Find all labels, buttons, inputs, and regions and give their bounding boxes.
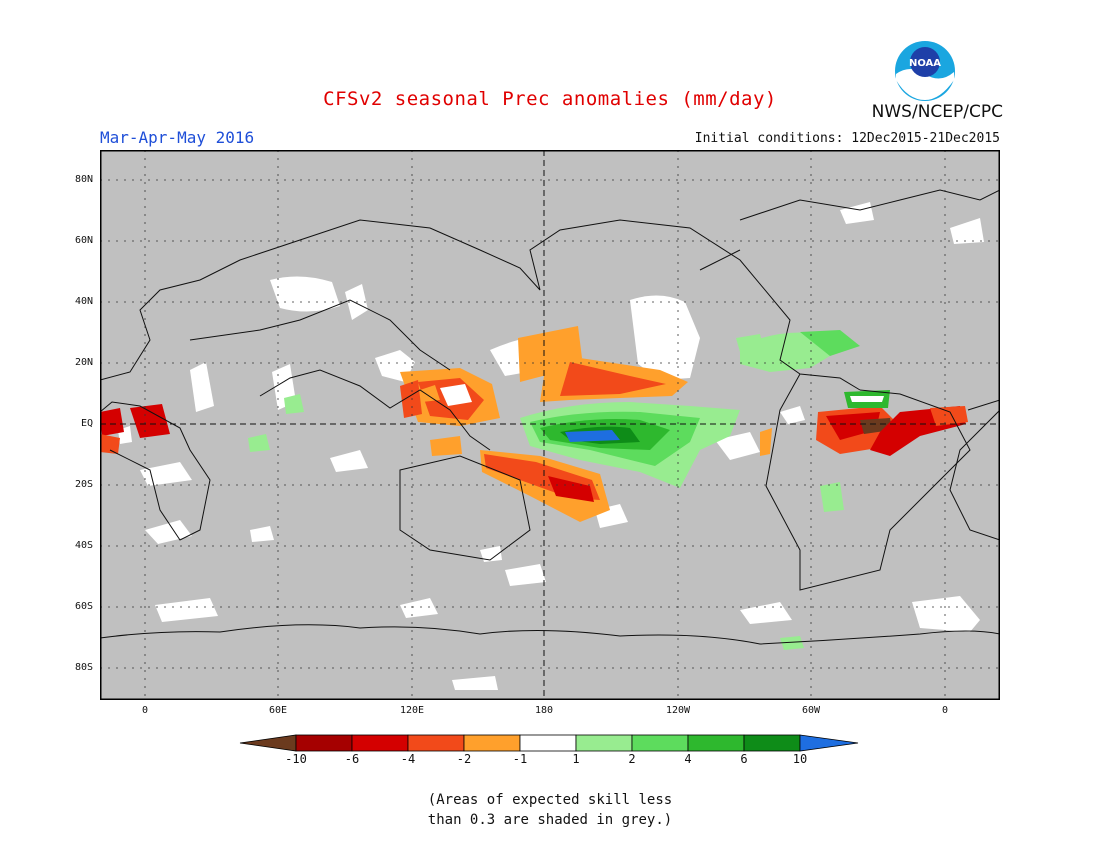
- color-bar-cell: [463, 734, 521, 752]
- color-bar-tick-label: -4: [400, 752, 416, 766]
- color-bar-tick-label: -2: [456, 752, 472, 766]
- noaa-logo-text: NOAA: [909, 58, 941, 69]
- lat-label-60s: 60S: [74, 601, 93, 612]
- color-bar: [239, 734, 859, 752]
- lon-label-120w: 120W: [665, 705, 691, 716]
- color-bar-cell: [407, 734, 465, 752]
- lon-label-60w: 60W: [801, 705, 821, 716]
- precipitation-anomaly-map: [100, 150, 1000, 700]
- lon-label-180: 180: [534, 705, 554, 716]
- coastlines: [100, 189, 1000, 645]
- dry-anomaly-regions: [100, 326, 968, 522]
- color-bar-tick-label: 2: [628, 752, 636, 766]
- color-bar-tick-label: -6: [344, 752, 360, 766]
- lat-label-60n: 60N: [74, 235, 93, 246]
- map-title: CFSv2 seasonal Prec anomalies (mm/day): [323, 88, 777, 110]
- lon-label-60e: 60E: [268, 705, 288, 716]
- color-bar-tick-label: 1: [572, 752, 580, 766]
- color-bar-cell: [743, 734, 801, 752]
- skill-note-line1: (Areas of expected skill less: [427, 792, 673, 808]
- initial-conditions-label: Initial conditions: 12Dec2015-21Dec2015: [694, 131, 1000, 146]
- lon-label-0-west: 0: [141, 705, 149, 716]
- color-bar-tick-label: 4: [684, 752, 692, 766]
- color-bar-cell: [295, 734, 353, 752]
- color-bar-tick-label: 6: [740, 752, 748, 766]
- agency-label: NWS/NCEP/CPC: [871, 102, 1003, 122]
- map-frame: [100, 150, 1000, 700]
- color-bar-cell: [575, 734, 633, 752]
- lat-label-80s: 80S: [74, 662, 93, 673]
- color-bar-arrow-low: [239, 734, 297, 752]
- lat-lon-grid: [100, 150, 1000, 700]
- color-bar-tick-label: -1: [512, 752, 528, 766]
- color-bar-tick-label: 10: [792, 752, 808, 766]
- color-bar-cell: [519, 734, 577, 752]
- equator-dateline-lines: [100, 150, 1000, 700]
- color-bar-cell: [351, 734, 409, 752]
- lat-label-40n: 40N: [74, 296, 93, 307]
- season-label: Mar-Apr-May 2016: [100, 128, 255, 147]
- lat-label-40s: 40S: [74, 540, 93, 551]
- noaa-logo: NOAA: [895, 41, 955, 101]
- color-bar-cells: [239, 734, 859, 752]
- lon-label-120e: 120E: [399, 705, 425, 716]
- color-bar-cell: [687, 734, 745, 752]
- skill-note-line2: than 0.3 are shaded in grey.): [427, 812, 673, 828]
- color-bar-tick-label: -10: [285, 752, 307, 766]
- lon-label-0-east: 0: [941, 705, 949, 716]
- lat-label-80n: 80N: [74, 174, 93, 185]
- color-bar-cell: [631, 734, 689, 752]
- lat-label-20s: 20S: [74, 479, 93, 490]
- lat-label-20n: 20N: [74, 357, 93, 368]
- color-bar-arrow-high: [799, 734, 859, 752]
- lat-label-eq: EQ: [80, 418, 93, 429]
